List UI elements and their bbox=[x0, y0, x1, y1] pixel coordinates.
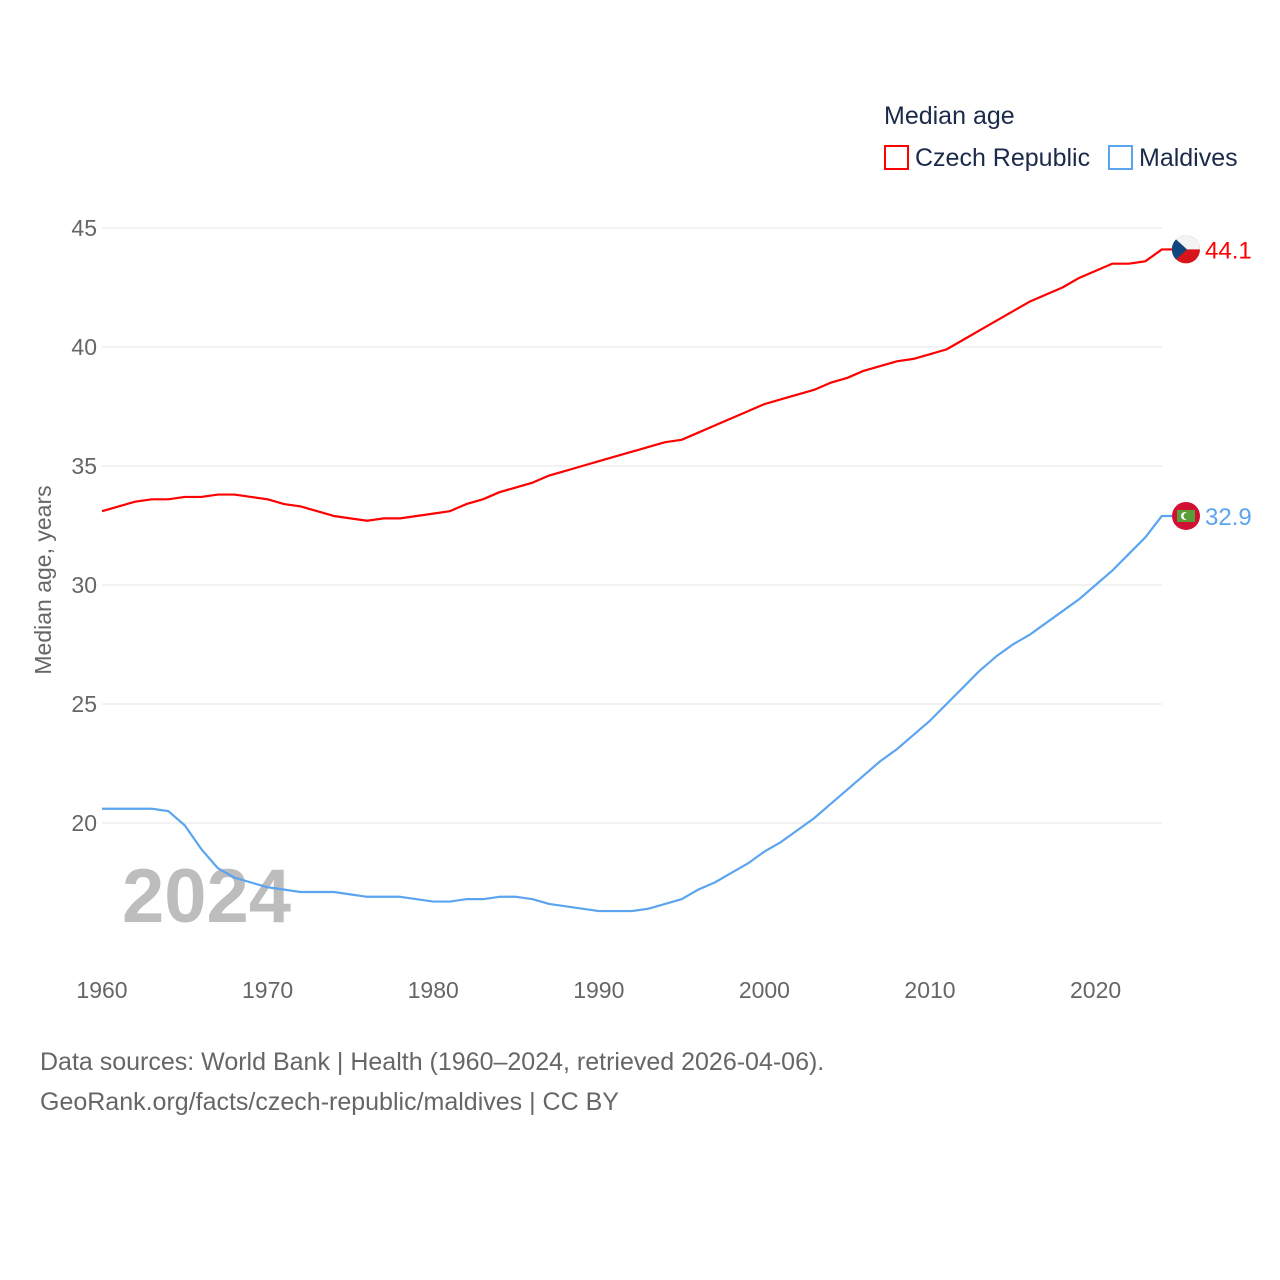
x-tick-label: 2020 bbox=[1070, 977, 1121, 1003]
y-tick-label: 25 bbox=[71, 691, 97, 717]
x-tick-label: 2000 bbox=[739, 977, 790, 1003]
legend-item-czech-republic[interactable]: Czech Republic bbox=[884, 144, 1090, 172]
legend-item-maldives[interactable]: Maldives bbox=[1108, 144, 1238, 172]
legend-swatch-czech bbox=[884, 145, 909, 170]
y-tick-label: 45 bbox=[71, 215, 97, 241]
end-value-label: 44.1 bbox=[1205, 237, 1252, 264]
footer: Data sources: World Bank | Health (1960–… bbox=[40, 1042, 824, 1122]
legend-label-maldives: Maldives bbox=[1139, 144, 1238, 172]
x-tick-label: 1960 bbox=[76, 977, 127, 1003]
czech-flag-icon bbox=[1171, 235, 1200, 264]
x-tick-label: 1970 bbox=[242, 977, 293, 1003]
maldives-flag-icon bbox=[1172, 501, 1200, 530]
x-tick-label: 2010 bbox=[904, 977, 955, 1003]
y-tick-label: 30 bbox=[71, 572, 97, 598]
legend-swatch-maldives bbox=[1108, 145, 1133, 170]
legend-label-czech: Czech Republic bbox=[915, 144, 1090, 172]
x-tick-label: 1980 bbox=[408, 977, 459, 1003]
year-overlay: 2024 bbox=[122, 854, 291, 939]
y-tick-label: 20 bbox=[71, 810, 97, 836]
series-line-maldives bbox=[102, 514, 1172, 913]
source-link[interactable]: GeoRank.org/facts/czech-republic/maldive… bbox=[40, 1088, 619, 1116]
data-source-text: Data sources: World Bank | Health (1960–… bbox=[40, 1048, 825, 1076]
flag-crescent-cut bbox=[1183, 512, 1191, 520]
line-chart: 2024 20 25 30 35 40 45 1960 1970 1980 1990 2000 20… bbox=[30, 102, 1252, 1003]
y-tick-label: 35 bbox=[71, 453, 97, 479]
flag-blue bbox=[1171, 239, 1187, 260]
series-line-czech bbox=[101, 248, 1172, 522]
y-axis-label: Median age, years bbox=[30, 485, 56, 674]
y-tick-label: 40 bbox=[71, 334, 97, 360]
legend-title: Median age bbox=[884, 102, 1015, 130]
x-tick-label: 1990 bbox=[573, 977, 624, 1003]
end-value-label: 32.9 bbox=[1205, 504, 1252, 531]
